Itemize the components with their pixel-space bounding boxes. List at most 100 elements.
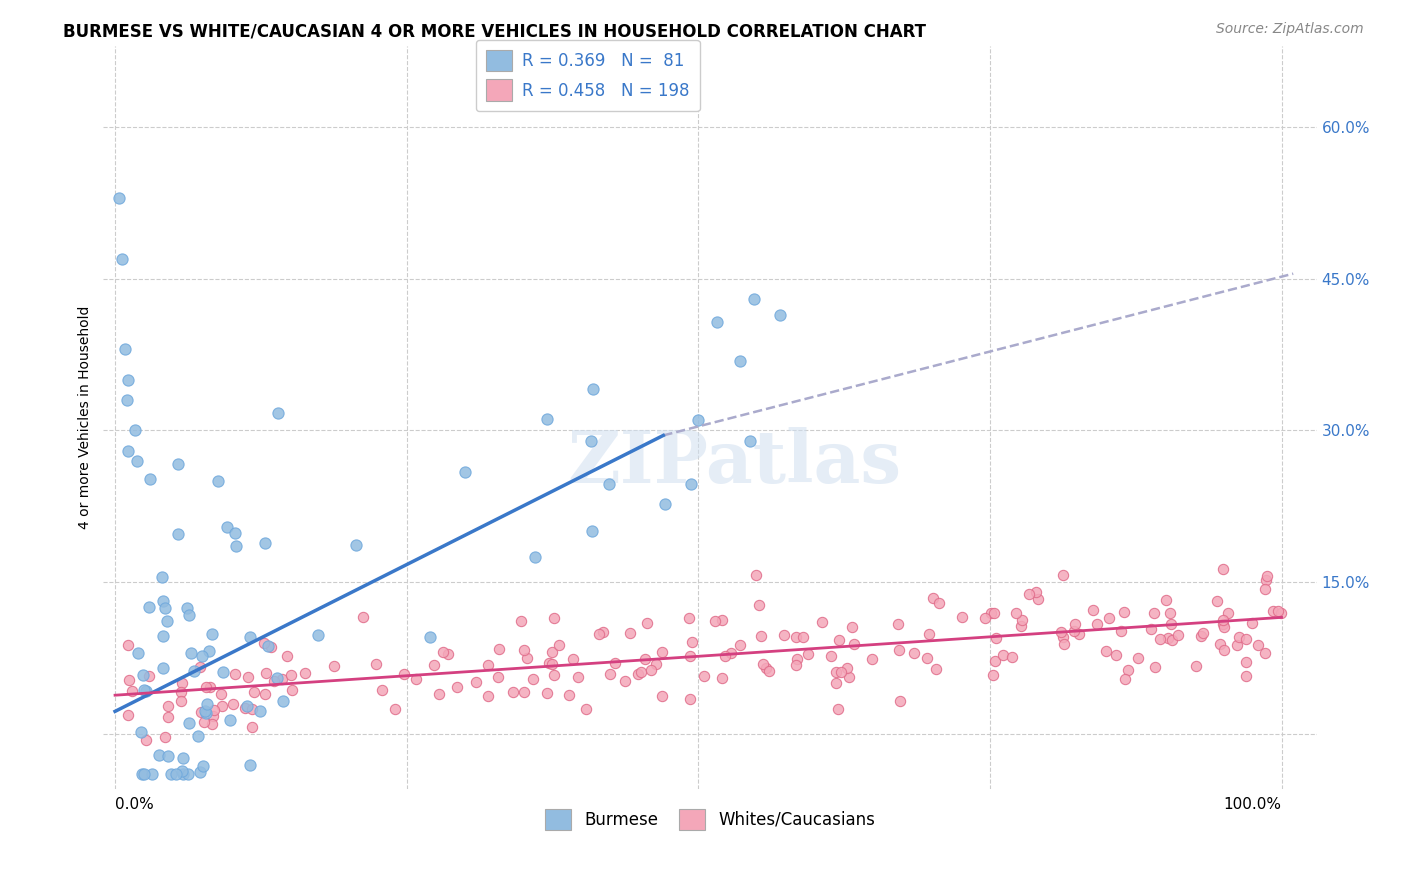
Point [835,661,858,675]
Point [180,646,202,660]
Point [152,629,174,643]
Point [198,644,221,658]
Point [446,680,468,694]
Point [153,600,176,615]
Point [588,627,610,641]
Point [117,373,139,387]
Point [129,725,152,739]
Point [202,709,225,723]
Point [131,767,153,781]
Point [172,750,194,764]
Point [253,536,276,550]
Point [170,694,193,708]
Point [1011,614,1033,628]
Point [177,716,200,731]
Point [592,625,614,640]
Point [758,664,780,678]
Point [598,476,620,491]
Point [558,688,581,702]
Point [266,671,288,685]
Point [132,668,155,682]
Point [183,664,205,678]
Point [681,635,703,649]
Point [239,757,262,772]
Point [191,648,214,663]
Point [124,423,146,437]
Point [983,606,1005,620]
Point [364,657,387,671]
Point [176,601,198,615]
Point [786,652,808,666]
Point [1109,624,1132,639]
Point [276,649,298,664]
Point [679,691,702,706]
Point [437,647,460,661]
Point [820,648,842,663]
Point [541,657,564,671]
Point [1254,582,1277,596]
Point [1112,605,1135,619]
Point [918,627,941,641]
Point [797,648,820,662]
Point [156,614,179,628]
Point [465,674,488,689]
Point [634,651,657,665]
Point [740,434,762,449]
Point [1028,592,1050,607]
Point [1053,637,1076,651]
Point [645,657,668,672]
Point [543,667,565,681]
Point [785,630,807,644]
Point [928,596,950,610]
Point [619,625,641,640]
Point [561,652,583,666]
Point [513,642,536,657]
Point [755,661,778,675]
Point [201,717,224,731]
Point [1149,632,1171,647]
Point [640,663,662,677]
Point [792,630,814,644]
Point [1018,587,1040,601]
Point [138,669,160,683]
Point [522,672,544,686]
Point [207,474,229,488]
Point [581,524,603,538]
Point [193,714,215,729]
Point [135,684,157,698]
Point [651,645,673,659]
Point [710,614,733,628]
Point [921,591,943,605]
Point [271,693,294,707]
Point [148,748,170,763]
Point [1157,632,1180,646]
Point [752,657,775,671]
Point [134,682,156,697]
Point [981,668,1004,682]
Point [488,641,510,656]
Point [1161,632,1184,647]
Point [156,749,179,764]
Point [1240,616,1263,631]
Point [1114,673,1136,687]
Point [742,292,765,306]
Point [353,610,375,624]
Point [605,657,627,671]
Point [688,413,710,427]
Point [167,457,190,471]
Point [627,666,650,681]
Point [1192,626,1215,640]
Point [1263,604,1285,618]
Point [488,669,510,683]
Point [157,699,180,714]
Point [1256,569,1278,583]
Point [773,628,796,642]
Point [548,638,571,652]
Point [679,648,702,663]
Point [155,731,177,745]
Point [1116,663,1139,677]
Point [117,638,139,652]
Point [1143,660,1166,674]
Point [177,767,200,781]
Point [236,670,259,684]
